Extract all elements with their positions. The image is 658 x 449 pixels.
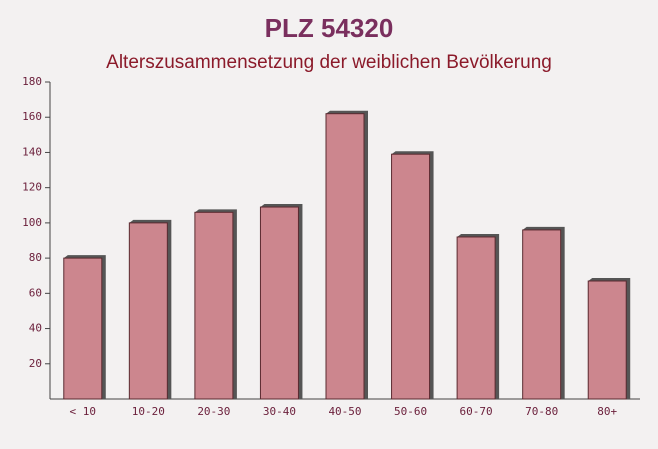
x-tick-label: 10-20 — [132, 405, 165, 418]
y-tick-label: 100 — [22, 216, 42, 229]
x-tick-label: 60-70 — [460, 405, 493, 418]
y-tick-label: 20 — [29, 357, 42, 370]
x-tick-label: 30-40 — [263, 405, 296, 418]
x-tick-label: 80+ — [597, 405, 617, 418]
x-tick-label: 40-50 — [328, 405, 361, 418]
y-tick-label: 180 — [22, 75, 42, 88]
bar — [456, 236, 496, 400]
y-tick-label: 160 — [22, 110, 42, 123]
x-tick-label: < 10 — [70, 405, 97, 418]
bar — [587, 280, 627, 400]
x-tick-label: 70-80 — [525, 405, 558, 418]
bar — [194, 211, 234, 400]
bar — [259, 206, 299, 400]
x-tick-label: 50-60 — [394, 405, 427, 418]
bar — [325, 113, 365, 400]
y-tick-label: 80 — [29, 251, 42, 264]
chart-subtitle: Alterszusammensetzung der weiblichen Bev… — [106, 52, 552, 73]
bar — [522, 229, 562, 400]
bar — [128, 222, 168, 400]
bar — [391, 153, 431, 400]
y-tick-label: 140 — [22, 145, 42, 158]
y-tick-label: 40 — [29, 322, 42, 335]
y-tick-label: 60 — [29, 286, 42, 299]
y-tick-label: 120 — [22, 181, 42, 194]
x-tick-label: 20-30 — [197, 405, 230, 418]
chart-title: PLZ 54320 — [265, 13, 394, 43]
bar — [63, 257, 103, 400]
